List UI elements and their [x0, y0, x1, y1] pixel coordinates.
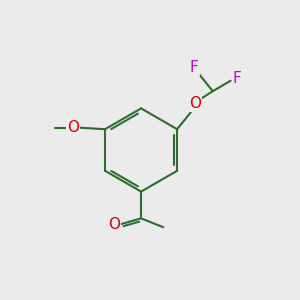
- Text: F: F: [190, 60, 199, 75]
- Text: O: O: [108, 217, 120, 232]
- Text: O: O: [67, 120, 79, 135]
- Text: F: F: [233, 71, 242, 86]
- Text: O: O: [189, 96, 201, 111]
